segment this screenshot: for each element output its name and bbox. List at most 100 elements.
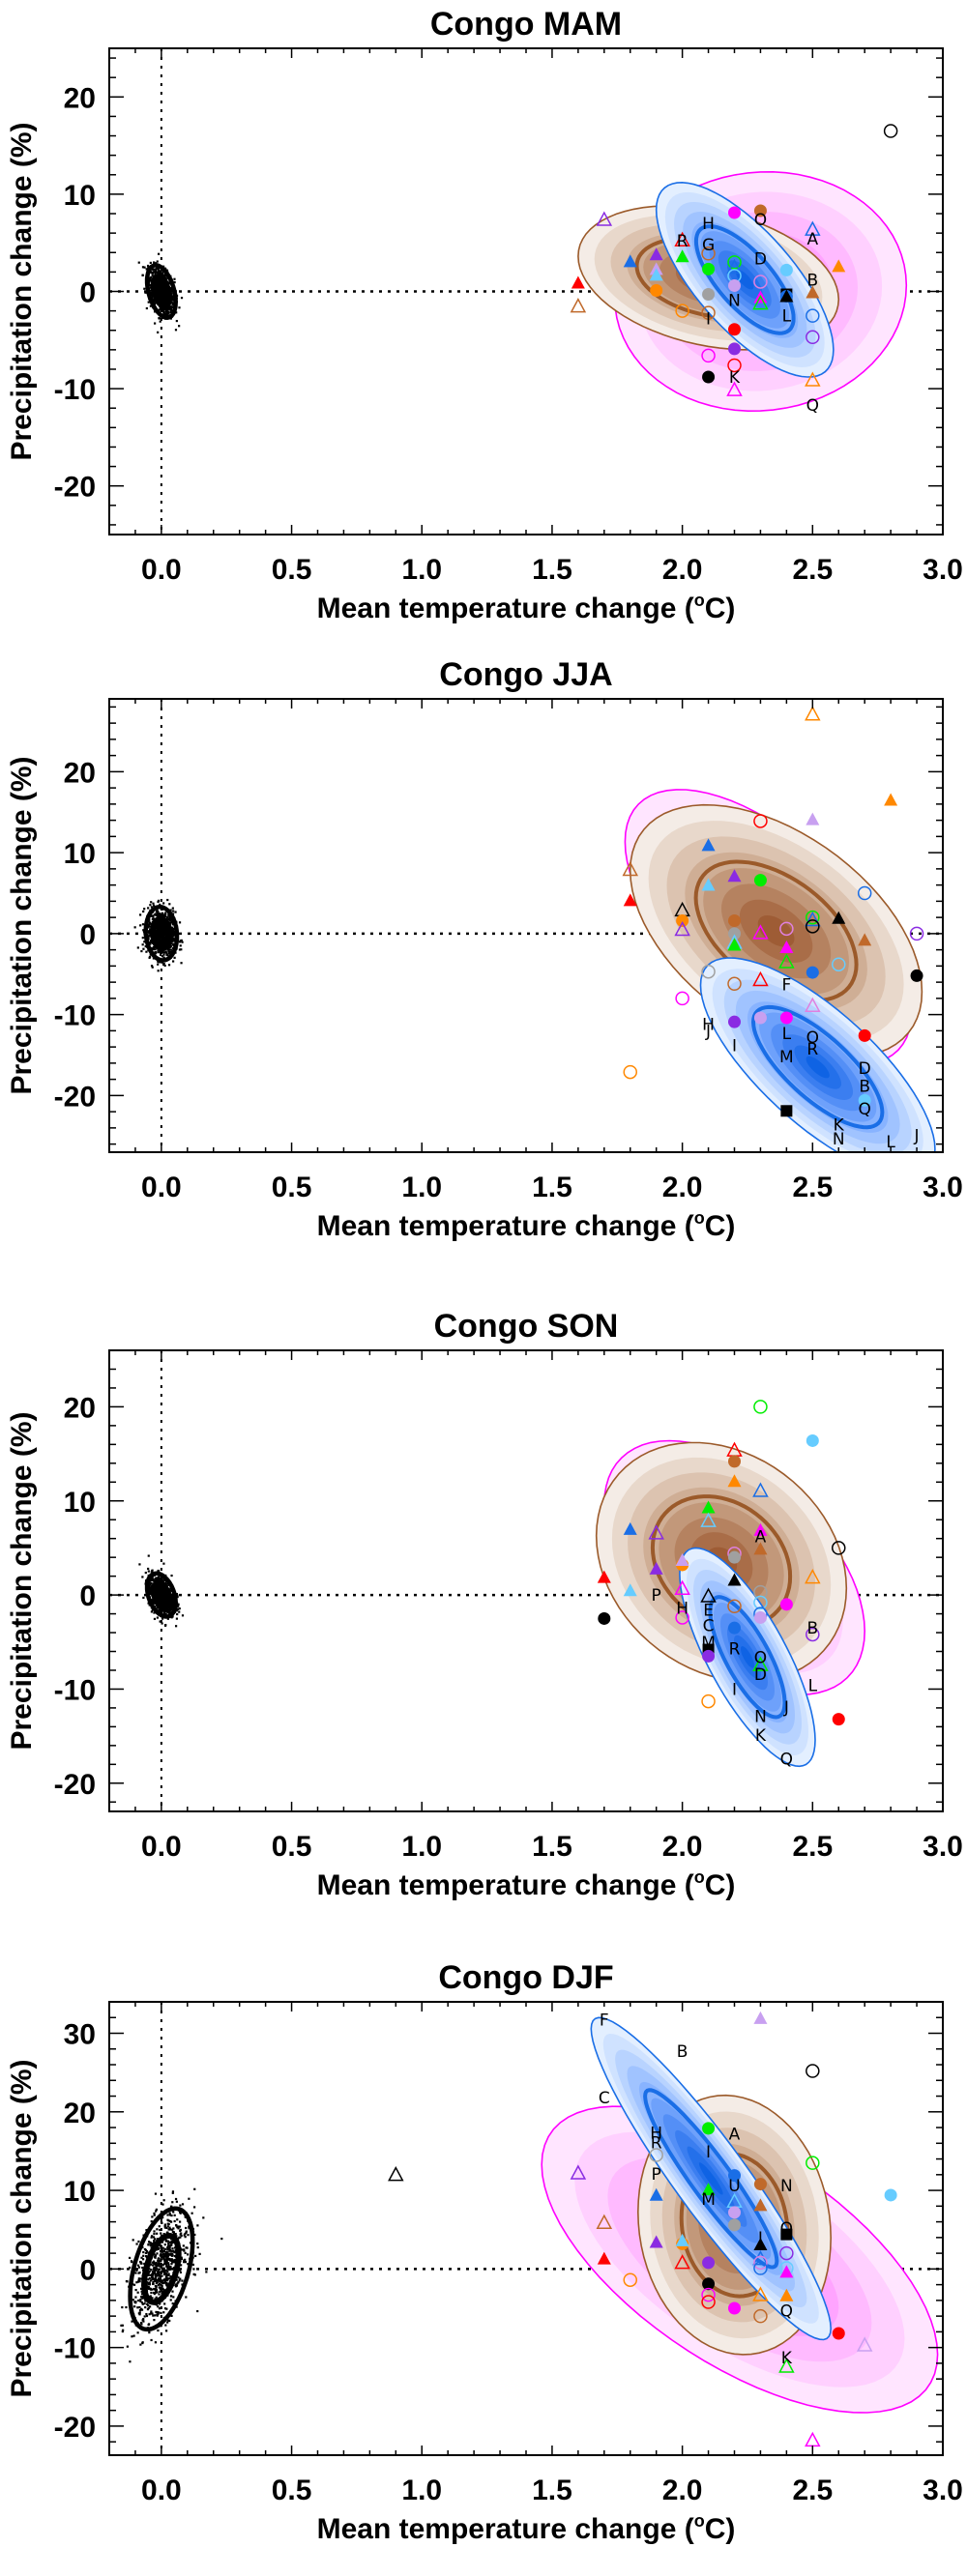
control-point	[157, 2305, 160, 2308]
control-point	[184, 2258, 187, 2261]
model-point-triangle	[649, 2235, 663, 2248]
control-point	[153, 913, 157, 916]
control-point	[155, 2310, 158, 2314]
control-point	[152, 947, 155, 950]
control-point	[172, 910, 175, 912]
control-point	[166, 2218, 169, 2221]
control-point	[140, 2256, 143, 2259]
control-point	[162, 312, 165, 316]
model-letter-label: L	[886, 1133, 895, 1152]
control-point	[149, 940, 153, 942]
x-tick-label: 2.5	[792, 1172, 833, 1203]
control-point	[163, 2307, 167, 2310]
control-point	[155, 2287, 158, 2290]
control-point	[180, 948, 183, 951]
control-point	[148, 2241, 151, 2243]
control-point	[157, 899, 161, 902]
control-point	[156, 260, 159, 263]
control-point	[152, 2280, 155, 2283]
control-point	[177, 2276, 180, 2279]
control-point	[141, 937, 144, 940]
control-point	[165, 2257, 168, 2260]
model-letter-label: O	[754, 211, 767, 230]
control-point	[152, 945, 156, 949]
control-point	[169, 2253, 172, 2256]
control-point	[178, 941, 182, 943]
control-point	[148, 1584, 151, 1588]
control-point	[143, 287, 146, 290]
control-point	[171, 907, 174, 910]
control-point	[143, 2302, 146, 2305]
control-point	[134, 2296, 137, 2299]
model-letter-label: Q	[806, 396, 819, 416]
control-point	[150, 922, 153, 926]
control-point	[139, 2343, 142, 2346]
control-point	[149, 261, 152, 265]
model-point-circle-open	[753, 814, 768, 828]
control-point	[167, 2262, 170, 2265]
model-letter-label: O	[806, 1028, 819, 1048]
control-point	[162, 1562, 165, 1565]
model-point-circle-open	[727, 976, 742, 992]
x-tick-label: 3.0	[923, 2475, 963, 2506]
control-point	[158, 272, 161, 275]
control-point	[158, 308, 161, 311]
control-point	[151, 2271, 154, 2273]
model-point-circle	[728, 2301, 741, 2315]
control-point	[134, 2272, 137, 2274]
model-point-triangle-open	[700, 1587, 717, 1603]
control-point	[140, 2293, 144, 2296]
control-outer-contour	[128, 2206, 195, 2332]
control-point	[175, 1617, 179, 1620]
control-point	[183, 2261, 186, 2264]
control-point	[159, 903, 161, 907]
x-tick-label: 0.0	[141, 1831, 182, 1863]
model-point-triangle	[675, 249, 689, 263]
blue-ensemble-contour-band	[806, 1056, 830, 1079]
control-point	[149, 1591, 152, 1594]
control-point	[169, 310, 172, 314]
control-point	[153, 2263, 157, 2266]
control-point	[161, 2271, 163, 2273]
control-point	[158, 2307, 161, 2310]
control-point	[167, 2319, 170, 2322]
model-letter-label: L	[782, 307, 792, 327]
control-point	[167, 307, 170, 310]
model-letter-label: I	[706, 2143, 711, 2162]
control-point	[155, 2285, 158, 2288]
control-point	[160, 2286, 162, 2289]
control-point	[196, 2243, 199, 2245]
control-point	[159, 2250, 162, 2253]
y-tick-label: 20	[64, 757, 96, 789]
x-tick-label: 3.0	[923, 554, 963, 586]
control-point	[161, 2264, 164, 2267]
control-point	[159, 307, 161, 310]
model-point-circle-open	[753, 2261, 768, 2275]
control-point	[171, 2230, 174, 2234]
control-point	[163, 2247, 166, 2250]
control-point	[168, 2245, 171, 2249]
control-point	[169, 2275, 172, 2278]
control-point	[162, 902, 165, 905]
model-point-triangle	[623, 1521, 637, 1535]
control-point	[179, 2271, 182, 2274]
control-point	[164, 934, 167, 937]
control-point	[153, 2271, 156, 2273]
control-point	[168, 2212, 171, 2214]
control-point	[175, 2200, 178, 2203]
control-point	[174, 1625, 178, 1628]
x-tick-label: 1.5	[532, 1172, 572, 1203]
model-point-triangle	[832, 259, 846, 273]
control-point	[150, 965, 154, 968]
control-point	[160, 2311, 162, 2315]
model-point-circle	[728, 1550, 741, 1564]
control-point	[172, 2296, 175, 2299]
control-point	[172, 2211, 175, 2214]
control-point	[136, 946, 139, 949]
control-point	[169, 950, 172, 953]
model-letter-label: R	[651, 2133, 662, 2153]
control-point	[156, 1590, 160, 1593]
control-point	[156, 2252, 159, 2255]
control-point	[161, 292, 163, 295]
